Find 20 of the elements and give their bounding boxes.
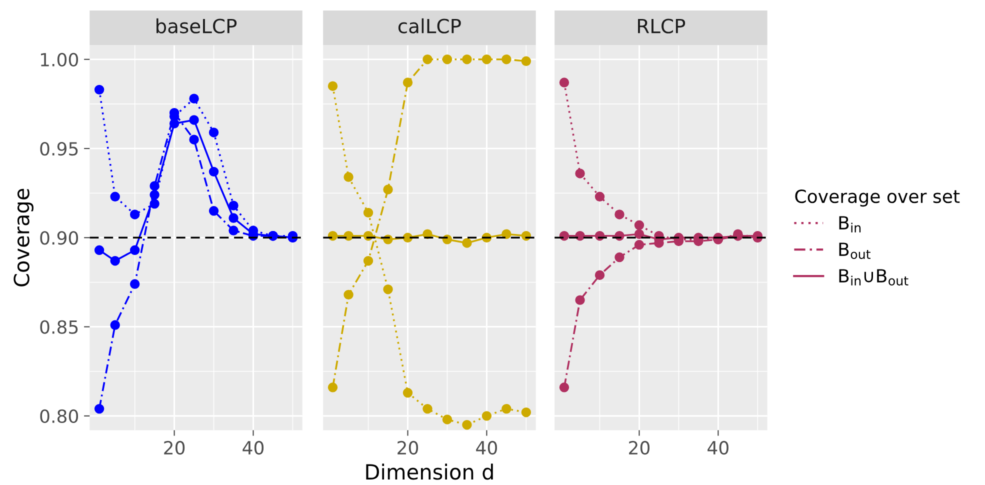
- x-axis-title: Dimension d: [366, 464, 493, 480]
- legend-label: B$_{in}$: [839, 216, 861, 232]
- x-tick-label: 20: [164, 440, 185, 455]
- x-tick-label: 40: [708, 440, 728, 455]
- legend-label: B$_{out}$: [839, 242, 870, 260]
- y-tick-label: 0.85: [40, 320, 78, 334]
- chart-title: baseLCP: [156, 18, 237, 34]
- legend-label: B$_{in}$∪B$_{out}$: [839, 269, 908, 286]
- x-tick-label: 40: [476, 440, 497, 455]
- y-tick-label: 1.00: [41, 52, 78, 66]
- y-axis-title: Coverage: [14, 188, 34, 286]
- x-tick-label: 20: [398, 440, 418, 455]
- y-tick-label: 0.80: [40, 409, 78, 424]
- x-tick-label: 20: [629, 440, 650, 455]
- legend-title: Coverage over set: [795, 189, 960, 207]
- chart-title: calLCP: [398, 18, 461, 34]
- chart-title: RLCP: [638, 18, 686, 34]
- y-tick-label: 0.95: [40, 142, 78, 156]
- y-tick-label: 0.90: [40, 231, 78, 245]
- x-tick-label: 40: [242, 440, 264, 455]
